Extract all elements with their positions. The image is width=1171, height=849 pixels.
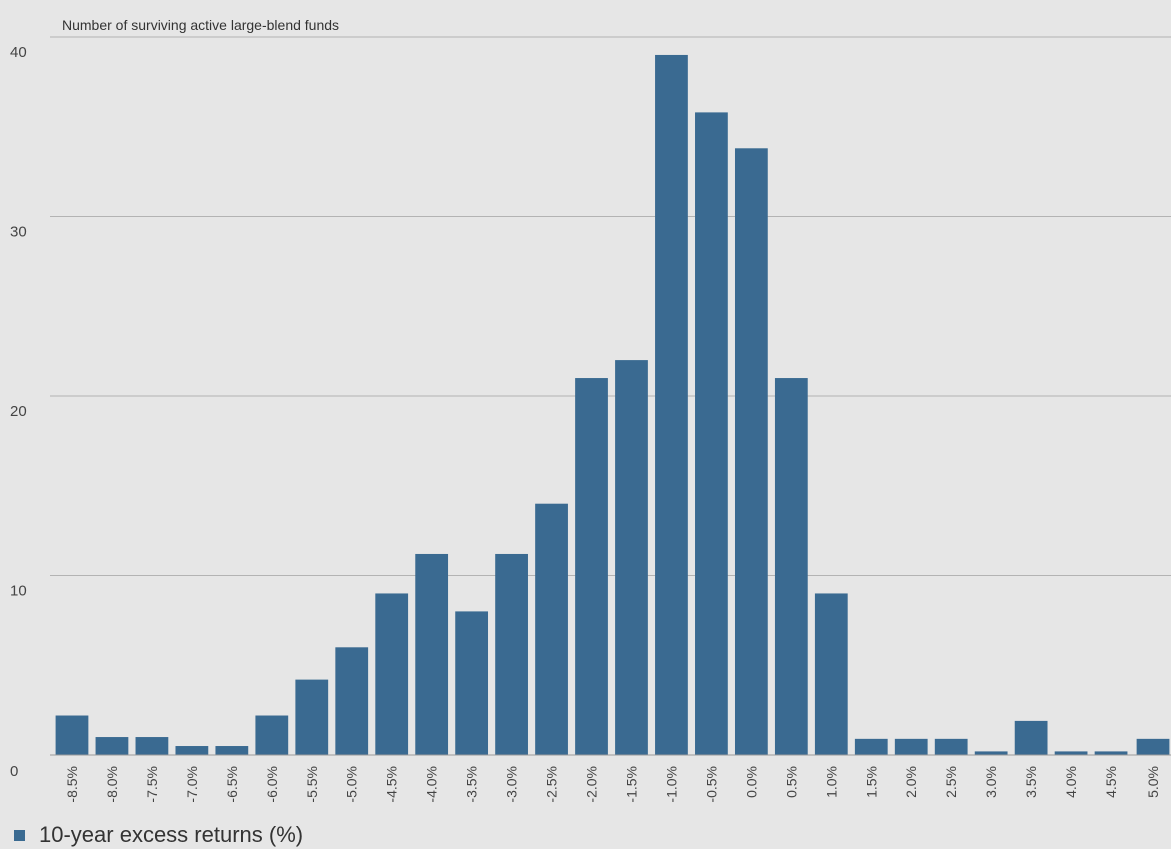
- x-tick-label: 4.5%: [1103, 766, 1119, 798]
- x-tick-label: 4.0%: [1063, 766, 1079, 798]
- x-tick-label: -8.5%: [64, 766, 80, 803]
- bar: [615, 360, 648, 755]
- bar: [255, 715, 289, 755]
- bar: [375, 593, 409, 755]
- x-tick-label: -1.0%: [663, 766, 679, 803]
- x-tick-label: -5.5%: [304, 766, 320, 803]
- bar: [175, 746, 209, 755]
- bar: [814, 593, 848, 755]
- y-tick-label: 40: [10, 44, 27, 61]
- bar: [1054, 751, 1088, 755]
- bar: [335, 647, 369, 755]
- y-tick-label: 20: [10, 403, 27, 420]
- x-tick-label: -2.0%: [584, 766, 600, 803]
- bar: [575, 378, 608, 755]
- bar: [295, 679, 329, 755]
- x-tick-label: -2.5%: [544, 766, 560, 803]
- x-tick-label: -8.0%: [104, 766, 120, 803]
- x-tick-label: -6.0%: [264, 766, 280, 803]
- y-tick-label: 30: [10, 224, 27, 241]
- bar: [1014, 720, 1048, 755]
- x-tick-label: 2.0%: [903, 766, 919, 798]
- bar: [95, 737, 129, 755]
- bar: [1094, 751, 1128, 755]
- bar: [55, 715, 89, 755]
- x-tick-label: -3.5%: [464, 766, 480, 803]
- x-tick-label: -7.0%: [184, 766, 200, 803]
- x-tick-label: -5.0%: [344, 766, 360, 803]
- x-tick-label: 1.0%: [823, 766, 839, 798]
- x-tick-label: -0.5%: [703, 766, 719, 803]
- y-axis-title: Number of surviving active large-blend f…: [62, 17, 340, 33]
- y-tick-label: 0: [10, 763, 18, 780]
- bar: [535, 503, 568, 755]
- legend: 10-year excess returns (%): [14, 824, 303, 846]
- bar: [415, 553, 449, 755]
- bar: [135, 737, 169, 755]
- bar: [495, 553, 528, 755]
- x-tick-label: 3.0%: [983, 766, 999, 798]
- legend-swatch: [14, 829, 25, 841]
- bar: [774, 378, 808, 755]
- x-tick-label: -7.5%: [144, 766, 160, 803]
- legend-label: 10-year excess returns (%): [39, 822, 304, 847]
- bar: [854, 738, 888, 755]
- bar: [974, 751, 1008, 755]
- x-tick-label: 0.5%: [783, 766, 799, 798]
- x-tick-label: -1.5%: [623, 766, 639, 803]
- x-tick-label: 0.0%: [743, 766, 759, 798]
- x-tick-label: -4.5%: [384, 766, 400, 803]
- x-tick-label: 3.5%: [1023, 766, 1039, 798]
- y-tick-label: 10: [10, 583, 27, 600]
- x-tick-label: 2.5%: [943, 766, 959, 798]
- bar: [734, 148, 768, 756]
- bar: [1136, 738, 1170, 755]
- bar: [455, 611, 489, 755]
- x-tick-label: 1.5%: [863, 766, 879, 798]
- bar: [655, 54, 688, 755]
- bar: [215, 746, 249, 755]
- bar: [695, 112, 728, 755]
- x-tick-label: -3.0%: [504, 766, 520, 803]
- x-tick-label: -4.0%: [424, 766, 440, 803]
- x-tick-label: -6.5%: [224, 766, 240, 803]
- x-tick-label: 5.0%: [1145, 766, 1161, 798]
- bar: [894, 738, 928, 755]
- bar: [934, 738, 968, 755]
